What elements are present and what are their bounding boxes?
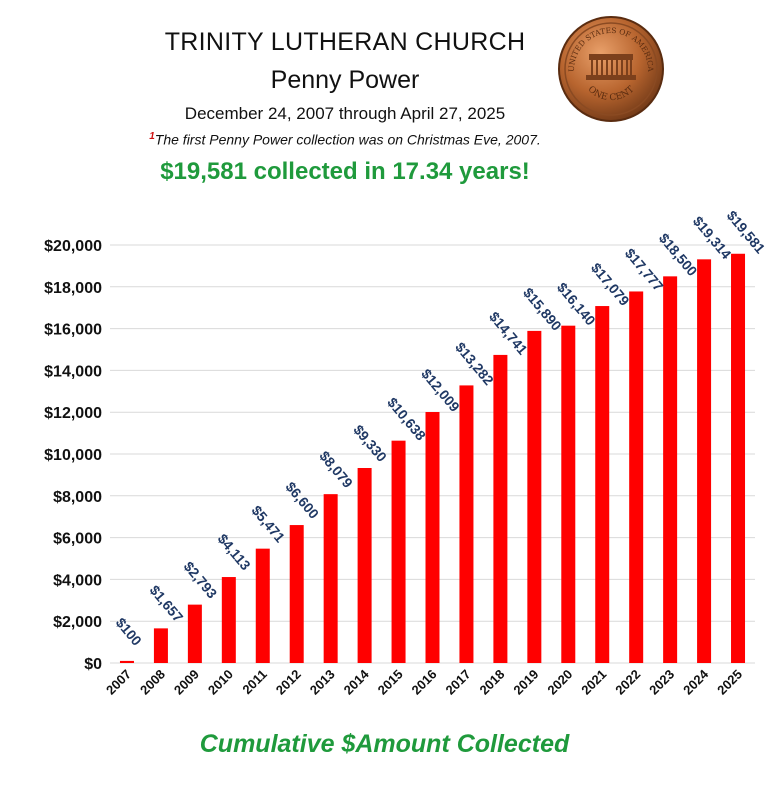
- y-tick-label: $6,000: [53, 531, 102, 548]
- bar-2024: [697, 259, 712, 663]
- date-range: December 24, 2007 through April 27, 2025: [184, 104, 506, 123]
- x-tick-label: 2013: [307, 667, 338, 698]
- y-axis: $0 $2,000 $4,000 $6,000 $8,000 $10,000 $12,000…: [44, 238, 102, 673]
- x-tick-label: 2025: [714, 667, 745, 698]
- y-tick-label: $20,000: [44, 238, 102, 255]
- y-tick-label: $2,000: [53, 614, 102, 631]
- x-axis: 2007 2008 2009 2010 2011 2012 2013 2014 2015 2016…: [103, 666, 745, 698]
- data-label: $6,600: [282, 479, 322, 522]
- data-label: $18,500: [656, 230, 701, 279]
- x-tick-label: 2023: [646, 667, 677, 698]
- penny-icon: UNITED STATES OF AMERICA ONE CENT: [558, 16, 664, 122]
- x-tick-label: 2017: [443, 667, 474, 698]
- y-tick-label: $10,000: [44, 447, 102, 464]
- data-label: $5,471: [248, 502, 288, 545]
- x-tick-label: 2011: [239, 667, 270, 698]
- x-tick-label: 2009: [171, 667, 202, 698]
- bar-2013: [323, 494, 338, 663]
- highlight-total: $19,581 collected in 17.34 years!: [160, 158, 530, 185]
- x-tick-label: 2016: [409, 667, 440, 698]
- bar-2009: [187, 604, 202, 663]
- bar-2019: [527, 330, 542, 663]
- data-label: $100: [113, 615, 145, 649]
- data-label: $9,330: [350, 422, 390, 465]
- bar-2018: [493, 354, 508, 663]
- bar-2011: [255, 548, 270, 663]
- bar-2014: [357, 468, 372, 663]
- data-label: $4,113: [215, 531, 254, 574]
- data-label: $1,657: [147, 582, 187, 625]
- bar-2025: [731, 253, 746, 664]
- footnote-marker: 1: [149, 131, 155, 142]
- x-tick-label: 2019: [510, 667, 541, 698]
- chart-subtitle: Penny Power: [270, 66, 420, 94]
- bar-2010: [221, 577, 236, 663]
- footnote-text: The first Penny Power collection was on …: [154, 131, 541, 148]
- bar-2016: [425, 412, 440, 663]
- bar-2023: [663, 276, 678, 663]
- data-label: $14,741: [486, 309, 531, 358]
- y-tick-label: $16,000: [44, 322, 102, 339]
- x-tick-label: 2015: [375, 667, 406, 698]
- y-tick-label: $0: [84, 656, 102, 673]
- x-tick-label: 2020: [544, 667, 575, 698]
- data-label: $12,009: [418, 366, 463, 415]
- chart-caption: Cumulative $Amount Collected: [199, 730, 570, 758]
- x-tick-label: 2021: [578, 667, 609, 698]
- data-label: $17,079: [588, 260, 633, 309]
- bar-2007: [119, 660, 134, 663]
- bar-2012: [289, 525, 304, 663]
- x-tick-label: 2008: [137, 667, 168, 698]
- bar-2021: [595, 306, 610, 663]
- x-tick-label: 2012: [273, 667, 304, 698]
- y-tick-label: $4,000: [53, 572, 102, 589]
- bar-2017: [459, 385, 474, 663]
- data-label: $10,638: [384, 394, 429, 443]
- x-tick-label: 2018: [476, 667, 507, 698]
- bar-2022: [629, 291, 644, 663]
- x-tick-label: 2010: [205, 667, 236, 698]
- y-tick-label: $18,000: [44, 280, 102, 297]
- bar-2008: [153, 628, 168, 663]
- x-tick-label: 2022: [612, 667, 643, 698]
- page-title: TRINITY LUTHERAN CHURCH: [164, 28, 526, 56]
- x-tick-label: 2014: [341, 666, 373, 698]
- x-tick-label: 2024: [680, 666, 712, 698]
- bar-2020: [561, 325, 576, 663]
- footnote: 1The first Penny Power collection was on…: [0, 131, 690, 148]
- bar-2015: [391, 440, 406, 663]
- y-tick-label: $8,000: [53, 489, 102, 506]
- x-tick-label: 2007: [103, 667, 134, 698]
- y-tick-label: $12,000: [44, 405, 102, 422]
- bars: [119, 253, 746, 664]
- y-tick-label: $14,000: [44, 363, 102, 380]
- data-label: $13,282: [452, 339, 497, 388]
